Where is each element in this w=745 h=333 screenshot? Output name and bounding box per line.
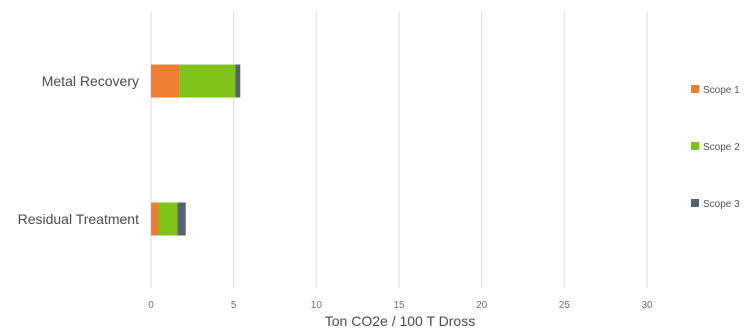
legend-swatch-scope-2 [691, 142, 699, 150]
x-tick-label-30: 30 [641, 300, 653, 311]
legend-swatch-scope-3 [691, 199, 699, 207]
bars [151, 64, 241, 236]
legend: Scope 1 Scope 2 Scope 3 [691, 85, 740, 210]
category-labels: Metal Recovery Residual Treatment [18, 73, 140, 227]
x-axis-title: Ton CO2e / 100 T Dross [325, 313, 475, 329]
legend-swatch-scope-1 [691, 85, 699, 93]
bar-metal-recovery-scope-2 [179, 64, 236, 98]
x-tick-label-25: 25 [559, 300, 571, 311]
category-label-metal-recovery: Metal Recovery [42, 73, 139, 89]
x-tick-label-20: 20 [476, 300, 488, 311]
bar-metal-recovery-scope-1 [151, 64, 180, 98]
x-tick-label-15: 15 [393, 300, 405, 311]
legend-label-scope-1: Scope 1 [703, 85, 740, 96]
x-tick-labels: 0 5 10 15 20 25 30 [148, 300, 653, 311]
legend-label-scope-3: Scope 3 [703, 199, 740, 210]
bar-residual-treatment-scope-1 [151, 202, 159, 236]
x-tick-label-0: 0 [148, 300, 154, 311]
bar-metal-recovery-scope-3 [235, 64, 241, 98]
gridlines [150, 12, 648, 288]
bar-residual-treatment-scope-2 [158, 202, 178, 236]
category-label-residual-treatment: Residual Treatment [18, 211, 140, 227]
x-tick-label-5: 5 [231, 300, 237, 311]
x-tick-label-10: 10 [311, 300, 323, 311]
legend-label-scope-2: Scope 2 [703, 142, 740, 153]
bar-residual-treatment-scope-3 [177, 202, 186, 236]
